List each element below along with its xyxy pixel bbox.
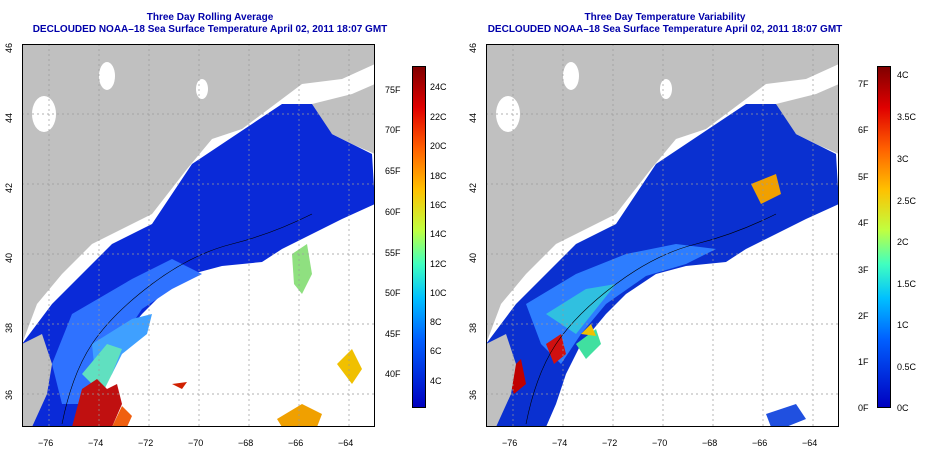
colorbar-f-label: 6F [858, 125, 869, 135]
lat-tick: 36 [468, 389, 479, 401]
colorbar-f-label: 45F [385, 329, 401, 339]
lat-tick: 46 [468, 42, 479, 54]
colorbar-f-label: 5F [858, 172, 869, 182]
colorbar-c-label: 8C [430, 317, 442, 327]
lon-tick: −70 [652, 438, 668, 448]
colorbar-c-label: 20C [430, 141, 447, 151]
left-sst-map [22, 44, 375, 427]
colorbar-c-label: 22C [430, 112, 447, 122]
colorbar-f-label: 0F [858, 403, 869, 413]
colorbar-f-label: 55F [385, 248, 401, 258]
right-map-subtitle: DECLOUDED NOAA–18 Sea Surface Temperatur… [487, 24, 843, 35]
right-map-title: Three Day Temperature Variability [584, 12, 746, 23]
lon-tick: −74 [88, 438, 104, 448]
right-colorbar [877, 66, 891, 408]
lat-tick: 46 [4, 42, 15, 54]
colorbar-c-label: 3.5C [897, 112, 917, 122]
lon-tick: −64 [338, 438, 354, 448]
lon-tick: −72 [138, 438, 154, 448]
colorbar-f-label: 50F [385, 288, 401, 298]
land-mass [22, 44, 375, 344]
lat-tick: 36 [4, 389, 15, 401]
colorbar-c-label: 12C [430, 259, 447, 269]
colorbar-c-label: 18C [430, 171, 447, 181]
lon-tick: −64 [802, 438, 818, 448]
colorbar-c-label: 4C [430, 376, 442, 386]
colorbar-c-label: 4C [897, 70, 909, 80]
gulf-stream-warm-water [72, 379, 122, 427]
colorbar-c-label: 1C [897, 320, 909, 330]
graticule-grid [486, 44, 839, 427]
lon-tick: −68 [702, 438, 718, 448]
lon-tick: −76 [502, 438, 518, 448]
lon-tick: −68 [238, 438, 254, 448]
lat-tick: 44 [468, 112, 479, 124]
lat-tick: 38 [4, 322, 15, 334]
colorbar-f-label: 7F [858, 79, 869, 89]
colorbar-c-label: 0C [897, 403, 909, 413]
lon-tick: −74 [552, 438, 568, 448]
graticule-grid [22, 44, 375, 427]
colorbar-f-label: 75F [385, 85, 401, 95]
lon-tick: −76 [38, 438, 54, 448]
lon-tick: −72 [602, 438, 618, 448]
right-variability-map [486, 44, 839, 427]
colorbar-f-label: 60F [385, 207, 401, 217]
colorbar-f-label: 3F [858, 265, 869, 275]
colorbar-c-label: 6C [430, 346, 442, 356]
colorbar-c-label: 16C [430, 200, 447, 210]
lat-tick: 42 [468, 182, 479, 194]
colorbar-c-label: 0.5C [897, 362, 917, 372]
lat-tick: 40 [4, 252, 15, 264]
colorbar-f-label: 2F [858, 311, 869, 321]
colorbar-c-label: 2.5C [897, 196, 917, 206]
left-colorbar [412, 66, 426, 408]
colorbar-c-label: 24C [430, 82, 447, 92]
lat-tick: 40 [468, 252, 479, 264]
colorbar-c-label: 1.5C [897, 279, 917, 289]
lat-tick: 44 [4, 112, 15, 124]
colorbar-f-label: 4F [858, 218, 869, 228]
colorbar-f-label: 70F [385, 125, 401, 135]
colorbar-c-label: 14C [430, 229, 447, 239]
left-map-subtitle: DECLOUDED NOAA–18 Sea Surface Temperatur… [32, 24, 388, 35]
left-map-title: Three Day Rolling Average [146, 12, 274, 23]
colorbar-f-label: 40F [385, 369, 401, 379]
moderate-variability-water [526, 244, 716, 364]
lat-tick: 42 [4, 182, 15, 194]
land-mass [486, 44, 839, 344]
lon-tick: −66 [288, 438, 304, 448]
lat-tick: 38 [468, 322, 479, 334]
lon-tick: −66 [752, 438, 768, 448]
colorbar-c-label: 2C [897, 237, 909, 247]
colorbar-f-label: 1F [858, 357, 869, 367]
colorbar-c-label: 3C [897, 154, 909, 164]
lon-tick: −70 [188, 438, 204, 448]
colorbar-c-label: 10C [430, 288, 447, 298]
colorbar-f-label: 65F [385, 166, 401, 176]
